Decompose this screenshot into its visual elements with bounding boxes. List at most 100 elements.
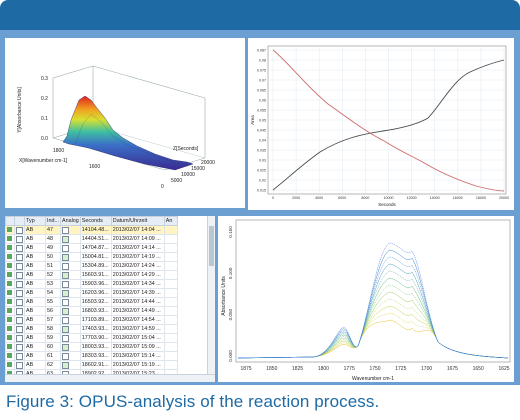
column-header[interactable]: Seconds: [79, 216, 112, 226]
column-header[interactable]: Typ: [24, 216, 46, 226]
row-select-cell[interactable]: [14, 261, 25, 271]
z-tick-label: 5000: [171, 178, 182, 184]
analog-checkbox[interactable]: [62, 343, 69, 351]
analog-cell[interactable]: [60, 360, 81, 370]
table-row[interactable]: AB 57 17103.89... 2013/02/07 14:54 ...: [5, 315, 178, 325]
row-checkbox[interactable]: [16, 325, 23, 333]
analog-cell[interactable]: [60, 225, 81, 235]
row-checkbox[interactable]: [16, 307, 23, 315]
table-row[interactable]: AB 54 16203.96... 2013/02/07 14:39 ...: [5, 288, 178, 298]
analog-checkbox[interactable]: [62, 271, 69, 279]
analog-checkbox[interactable]: [62, 280, 69, 288]
column-header[interactable]: Datum/Uhrzeit: [110, 216, 165, 226]
analog-cell[interactable]: [60, 342, 81, 352]
row-select-cell[interactable]: [14, 252, 25, 262]
analog-checkbox[interactable]: [62, 334, 69, 342]
table-row[interactable]: AB 49 14704.87... 2013/02/07 14:14 ...: [5, 243, 178, 253]
row-select-cell[interactable]: [14, 342, 25, 352]
analog-cell[interactable]: [60, 279, 81, 289]
row-checkbox[interactable]: [16, 262, 23, 270]
row-checkbox[interactable]: [16, 352, 23, 360]
table-row[interactable]: AB 53 15903.96... 2013/02/07 14:34 ...: [5, 279, 178, 289]
analog-cell[interactable]: [60, 315, 81, 325]
analog-checkbox[interactable]: [62, 298, 69, 306]
row-checkbox[interactable]: [16, 226, 23, 234]
table-row[interactable]: AB 61 18303.93... 2013/02/07 15:14 ...: [5, 351, 178, 361]
row-checkbox[interactable]: [16, 280, 23, 288]
analog-cell[interactable]: [60, 297, 81, 307]
analog-cell[interactable]: [60, 252, 81, 262]
row-select-cell[interactable]: [14, 297, 25, 307]
analog-cell[interactable]: [60, 243, 81, 253]
spectrum-icon: [7, 272, 12, 278]
table-row[interactable]: AB 48 14404.51... 2013/02/07 14:09 ...: [5, 234, 178, 244]
spectrum-x-tick: 1625: [498, 366, 509, 372]
box-top-edge: [92, 65, 206, 99]
row-select-cell[interactable]: [14, 225, 25, 235]
analog-checkbox[interactable]: [62, 316, 69, 324]
analog-checkbox[interactable]: [62, 226, 69, 234]
row-checkbox[interactable]: [16, 343, 23, 351]
scrollbar-thumb[interactable]: [209, 226, 214, 266]
table-row[interactable]: AB 56 16803.93... 2013/02/07 14:49 ...: [5, 306, 178, 316]
row-checkbox[interactable]: [16, 298, 23, 306]
analog-checkbox[interactable]: [62, 352, 69, 360]
row-checkbox[interactable]: [16, 253, 23, 261]
table-vertical-scrollbar[interactable]: [207, 216, 215, 374]
analog-cell[interactable]: [60, 306, 81, 316]
analog-cell[interactable]: [60, 351, 81, 361]
row-checkbox[interactable]: [16, 271, 23, 279]
row-select-cell[interactable]: [14, 279, 25, 289]
column-header[interactable]: [14, 216, 25, 226]
column-header[interactable]: An: [163, 216, 178, 226]
analog-cell[interactable]: [60, 261, 81, 271]
kinetics-y-tick: 0.015: [257, 189, 266, 193]
analog-checkbox[interactable]: [62, 361, 69, 369]
analog-checkbox[interactable]: [62, 235, 69, 243]
table-row[interactable]: AB 52 15603.91... 2013/02/07 14:29 ...: [5, 270, 178, 280]
seconds-cell: 14704.87...: [79, 243, 112, 253]
row-checkbox[interactable]: [16, 244, 23, 252]
analog-checkbox[interactable]: [62, 307, 69, 315]
table-row[interactable]: AB 60 18003.93... 2013/02/07 15:09 ...: [5, 342, 178, 352]
row-select-cell[interactable]: [14, 234, 25, 244]
spectrum-x-tick: 1775: [344, 366, 355, 372]
row-checkbox[interactable]: [16, 334, 23, 342]
row-select-cell[interactable]: [14, 270, 25, 280]
row-select-cell[interactable]: [14, 360, 25, 370]
table-horizontal-scrollbar[interactable]: [5, 374, 215, 382]
analog-cell[interactable]: [60, 288, 81, 298]
table-row[interactable]: AB 59 17703.90... 2013/02/07 15:04 ...: [5, 333, 178, 343]
type-cell: AB: [24, 261, 46, 271]
analog-cell[interactable]: [60, 234, 81, 244]
analog-checkbox[interactable]: [62, 262, 69, 270]
column-header[interactable]: Analog: [60, 216, 81, 226]
row-checkbox[interactable]: [16, 361, 23, 369]
analog-cell[interactable]: [60, 270, 81, 280]
z-tick-label: 10000: [181, 172, 195, 178]
analog-checkbox[interactable]: [62, 289, 69, 297]
table-row[interactable]: AB 55 16503.92... 2013/02/07 14:44 ...: [5, 297, 178, 307]
row-select-cell[interactable]: [14, 333, 25, 343]
table-row[interactable]: AB 58 17403.93... 2013/02/07 14:59 ...: [5, 324, 178, 334]
analog-checkbox[interactable]: [62, 325, 69, 333]
row-select-cell[interactable]: [14, 315, 25, 325]
row-select-cell[interactable]: [14, 306, 25, 316]
column-header[interactable]: [5, 216, 15, 226]
row-select-cell[interactable]: [14, 288, 25, 298]
analog-checkbox[interactable]: [62, 253, 69, 261]
row-select-cell[interactable]: [14, 351, 25, 361]
table-row[interactable]: AB 50 15004.81... 2013/02/07 14:19 ...: [5, 252, 178, 262]
analog-checkbox[interactable]: [62, 244, 69, 252]
analog-cell[interactable]: [60, 324, 81, 334]
table-row[interactable]: AB 62 18602.91... 2013/02/07 15:19 ...: [5, 360, 178, 370]
column-header[interactable]: Ind...: [45, 216, 61, 226]
row-select-cell[interactable]: [14, 243, 25, 253]
row-checkbox[interactable]: [16, 235, 23, 243]
table-row[interactable]: AB 47 14104.48... 2013/02/07 14:04 ...: [5, 225, 178, 235]
row-checkbox[interactable]: [16, 289, 23, 297]
analog-cell[interactable]: [60, 333, 81, 343]
table-row[interactable]: AB 51 15304.89... 2013/02/07 14:24 ...: [5, 261, 178, 271]
row-checkbox[interactable]: [16, 316, 23, 324]
row-select-cell[interactable]: [14, 324, 25, 334]
